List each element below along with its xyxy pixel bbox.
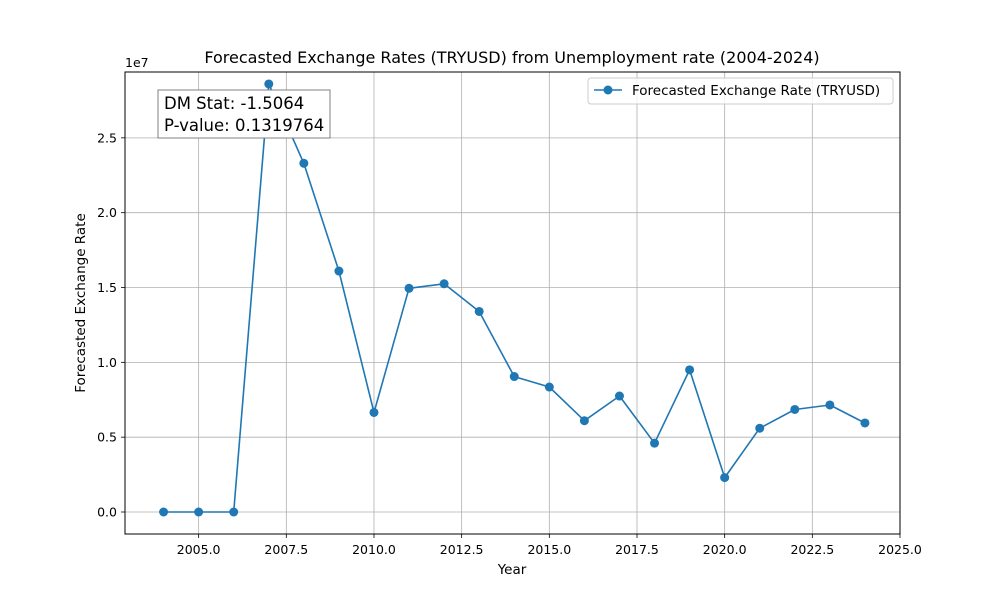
data-point (614, 391, 624, 401)
data-point (790, 404, 800, 414)
plot-area-frame (124, 71, 901, 535)
p-value-text: P-value: 0.1319764 (164, 116, 324, 135)
y-axis: 0.0 0.5 1.0 1.5 2.0 2.5 (97, 130, 125, 520)
legend-frame (587, 77, 894, 105)
legend-label: Forecasted Exchange Rate (TRYUSD) (632, 83, 880, 99)
legend-marker (603, 85, 613, 95)
series-line (163, 83, 866, 513)
x-tick-label: 2012.5 (440, 542, 484, 557)
x-tick-label: 2010.0 (352, 542, 396, 557)
x-tick-label: 2017.5 (615, 542, 659, 557)
data-point (404, 283, 414, 293)
data-point (439, 279, 449, 289)
y-axis-label: Forecasted Exchange Rate (73, 213, 89, 393)
data-point (334, 266, 344, 276)
data-point (159, 507, 169, 517)
x-tick-label: 2015.0 (527, 542, 571, 557)
data-point (194, 507, 204, 517)
data-point (509, 372, 519, 382)
y-axis-offset-label: 1e7 (125, 55, 149, 70)
data-point (579, 416, 589, 426)
legend: Forecasted Exchange Rate (TRYUSD) (587, 77, 894, 105)
dm-stat-text: DM Stat: -1.5064 (164, 94, 304, 113)
y-tick-label: 0.5 (97, 430, 117, 445)
grid-lines (125, 72, 901, 534)
x-axis: 2005.0 2007.5 2010.0 2012.5 2015.0 2017.5 2020… (177, 534, 922, 557)
data-point (720, 473, 730, 483)
y-tick-label: 2.5 (97, 130, 117, 145)
x-tick-label: 2020.0 (703, 542, 747, 557)
annotation-box: DM Stat: -1.5064 P-value: 0.1319764 (157, 89, 331, 139)
y-tick-label: 1.0 (97, 355, 117, 370)
data-point (825, 400, 835, 410)
data-point (369, 407, 379, 417)
x-tick-label: 2007.5 (264, 542, 308, 557)
y-tick-label: 0.0 (97, 505, 117, 520)
data-point (650, 438, 660, 448)
data-point (544, 382, 554, 392)
y-tick-label: 1.5 (97, 280, 117, 295)
x-tick-label: 2022.5 (790, 542, 834, 557)
data-point (474, 306, 484, 316)
data-point (264, 79, 274, 89)
y-tick-label: 2.0 (97, 205, 117, 220)
data-point (860, 418, 870, 428)
x-tick-label: 2005.0 (177, 542, 221, 557)
data-point (755, 423, 765, 433)
data-point (229, 507, 239, 517)
chart-title: Forecasted Exchange Rates (TRYUSD) from … (204, 48, 819, 67)
x-axis-label: Year (497, 562, 527, 578)
series-layer (159, 79, 870, 517)
x-tick-label: 2025.0 (878, 542, 922, 557)
data-point (299, 158, 309, 168)
data-point (685, 365, 695, 375)
